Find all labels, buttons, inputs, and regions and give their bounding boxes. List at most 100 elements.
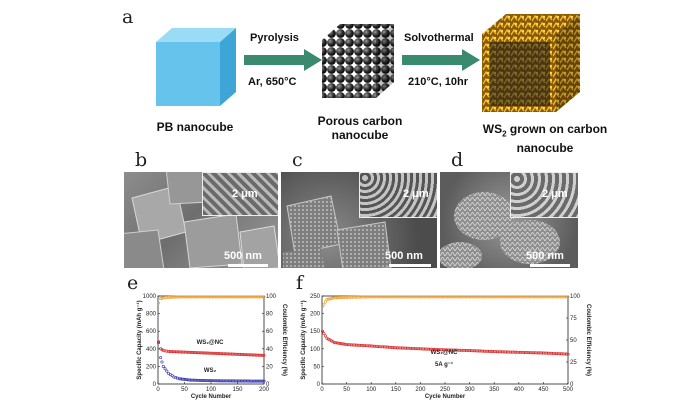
data-point <box>484 349 488 353</box>
data-point <box>334 296 338 300</box>
data-point <box>427 347 431 351</box>
data-point <box>371 295 375 299</box>
caption-ws2-subscript: 2 <box>502 129 507 139</box>
data-point <box>430 347 434 351</box>
data-point <box>366 344 370 348</box>
data-point <box>394 346 398 350</box>
data-point <box>514 350 518 354</box>
data-point <box>233 295 237 299</box>
data-point <box>328 297 332 301</box>
data-point <box>461 348 465 352</box>
data-point <box>400 346 404 350</box>
y-tick-label: 600 <box>146 329 157 335</box>
data-point <box>368 344 372 348</box>
data-point <box>200 295 204 299</box>
data-point <box>376 295 380 299</box>
data-point <box>247 295 251 299</box>
data-point <box>183 350 187 354</box>
sem-d-texture <box>440 192 560 268</box>
data-point <box>387 345 391 349</box>
data-point <box>481 295 485 299</box>
data-point <box>463 295 467 299</box>
data-point <box>497 295 501 299</box>
data-point <box>492 350 496 354</box>
y-tick-label: 0 <box>153 382 157 388</box>
data-point <box>527 295 531 299</box>
data-point <box>168 350 172 354</box>
y-tick-label: 0 <box>317 382 321 388</box>
data-point <box>494 295 498 299</box>
solvothermal-condition: 210°C, 10hr <box>408 76 469 88</box>
data-point <box>185 378 189 382</box>
data-point <box>206 295 210 299</box>
sem-b-inset-scale: 2 μm <box>232 188 258 200</box>
data-point <box>186 295 190 299</box>
data-point <box>412 347 416 351</box>
data-point <box>558 295 562 299</box>
data-point <box>209 351 213 355</box>
data-point <box>504 295 508 299</box>
data-point <box>558 352 562 356</box>
data-point <box>394 295 398 299</box>
data-point <box>538 295 542 299</box>
data-point <box>556 295 560 299</box>
data-point <box>374 295 378 299</box>
data-point <box>170 295 174 299</box>
data-point <box>197 351 201 355</box>
data-point <box>364 295 368 299</box>
data-point <box>372 344 376 348</box>
data-point <box>497 350 501 354</box>
data-point <box>191 350 195 354</box>
data-point <box>459 295 463 299</box>
data-point <box>192 351 196 355</box>
data-point <box>185 350 189 354</box>
data-point <box>203 379 207 383</box>
data-point <box>176 295 180 299</box>
panel-e-letter: e <box>127 272 139 294</box>
data-point <box>481 349 485 353</box>
data-point <box>241 379 245 383</box>
data-point <box>423 347 427 351</box>
data-point <box>502 350 506 354</box>
data-point <box>191 295 195 299</box>
data-point <box>553 352 557 356</box>
data-point <box>479 295 483 299</box>
y2-tick-label: 25 <box>570 360 577 366</box>
data-point <box>466 349 470 353</box>
data-point <box>348 295 352 299</box>
y-tick-label: 400 <box>146 347 157 353</box>
data-point <box>342 342 346 346</box>
data-point <box>436 348 440 352</box>
data-point <box>397 295 401 299</box>
data-point <box>192 378 196 382</box>
data-point <box>550 295 554 299</box>
data-point <box>520 350 524 354</box>
data-point <box>354 343 358 347</box>
data-point <box>204 295 208 299</box>
data-point <box>523 295 527 299</box>
data-point <box>212 295 216 299</box>
data-point <box>443 348 447 352</box>
y2-tick-label: 100 <box>570 294 581 300</box>
x-tick-label: 350 <box>489 387 500 393</box>
data-point <box>195 295 199 299</box>
data-point <box>459 348 463 352</box>
data-point <box>244 295 248 299</box>
data-point <box>236 379 240 383</box>
data-point <box>177 350 181 354</box>
data-point <box>250 295 254 299</box>
data-point <box>188 350 192 354</box>
data-point <box>510 350 514 354</box>
data-point <box>535 295 539 299</box>
data-point <box>376 344 380 348</box>
data-point <box>198 351 202 355</box>
data-point <box>157 341 161 345</box>
data-point <box>386 345 390 349</box>
data-point <box>500 350 504 354</box>
data-point <box>215 295 219 299</box>
data-point <box>438 295 442 299</box>
data-point <box>335 341 339 345</box>
data-point <box>427 295 431 299</box>
data-point <box>172 375 176 379</box>
data-point <box>412 295 416 299</box>
